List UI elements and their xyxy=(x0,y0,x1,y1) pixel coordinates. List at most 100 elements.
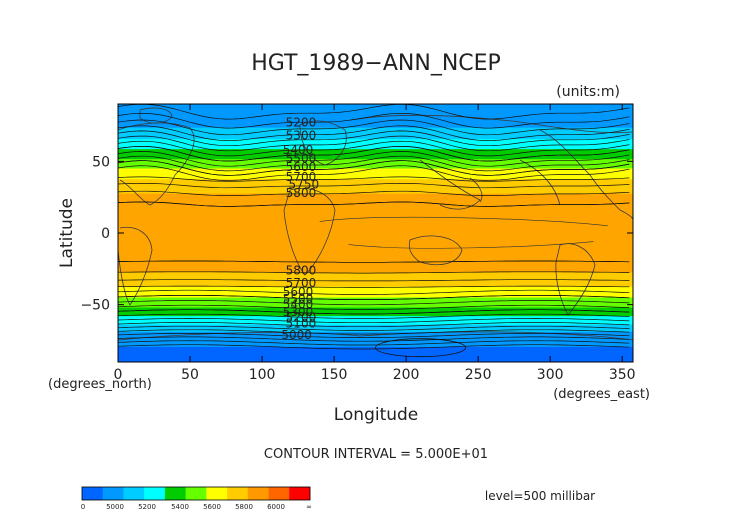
color-band xyxy=(118,221,633,223)
color-band xyxy=(118,171,633,173)
color-band xyxy=(118,286,633,288)
y-unit: (degrees_north) xyxy=(48,377,152,392)
color-band xyxy=(118,319,633,322)
color-band xyxy=(118,308,633,310)
color-band xyxy=(118,159,633,161)
color-band xyxy=(118,124,633,126)
contour-label: 5750 xyxy=(289,177,320,191)
color-band xyxy=(118,154,633,156)
contour-label: 5100 xyxy=(286,316,317,330)
south-america-east-outline xyxy=(555,243,596,316)
contour-line xyxy=(118,182,630,189)
color-band xyxy=(118,160,633,162)
color-band xyxy=(118,173,633,175)
color-band xyxy=(118,263,633,265)
color-band xyxy=(118,229,633,231)
color-band xyxy=(118,252,633,254)
colorbar-swatch xyxy=(206,487,228,500)
color-band xyxy=(118,276,633,278)
color-band xyxy=(118,232,633,234)
color-band xyxy=(118,182,633,185)
color-band xyxy=(118,197,633,200)
x-tick-label: 150 xyxy=(321,367,348,383)
contour-line xyxy=(118,151,630,167)
y-tick-label: 50 xyxy=(92,154,110,170)
color-band xyxy=(118,278,633,281)
color-band xyxy=(118,141,633,144)
color-band xyxy=(118,184,633,186)
color-band xyxy=(118,351,633,354)
color-band xyxy=(118,303,633,305)
contour-line xyxy=(118,304,630,310)
color-band xyxy=(118,257,633,259)
color-band xyxy=(118,139,633,141)
color-band xyxy=(118,267,633,269)
color-band xyxy=(118,306,633,308)
color-band xyxy=(118,253,633,256)
contour-line xyxy=(118,135,630,152)
color-band xyxy=(118,264,633,266)
color-band xyxy=(118,200,633,202)
color-band xyxy=(118,119,633,121)
color-band xyxy=(118,250,633,252)
color-band xyxy=(118,279,633,281)
color-band xyxy=(118,359,633,362)
colorbar-label: 0 xyxy=(81,503,85,511)
color-band xyxy=(118,316,633,318)
contour-line xyxy=(118,112,630,129)
south-america-outline xyxy=(118,226,153,306)
contour-label: 5300 xyxy=(286,129,317,143)
color-band xyxy=(118,195,633,198)
color-band xyxy=(118,284,633,286)
colorbar-label: ∞ xyxy=(306,503,312,511)
color-band xyxy=(118,184,633,187)
color-band xyxy=(118,135,633,137)
color-band xyxy=(118,217,633,220)
color-band xyxy=(118,331,633,334)
color-band xyxy=(118,196,633,198)
color-band xyxy=(118,145,633,147)
contour-line xyxy=(118,300,630,306)
color-band xyxy=(118,237,633,239)
contour-label: 5200 xyxy=(286,116,317,130)
contour-line xyxy=(118,260,630,263)
level-label: level=500 millibar xyxy=(485,489,595,503)
color-band xyxy=(118,201,633,203)
color-band xyxy=(118,311,633,313)
color-band xyxy=(118,124,633,127)
color-band xyxy=(118,341,633,344)
color-band xyxy=(118,186,633,188)
color-band xyxy=(118,292,633,294)
color-band xyxy=(118,259,633,261)
x-tick-label: 350 xyxy=(609,367,636,383)
color-band xyxy=(118,315,633,317)
north-america-outline xyxy=(118,122,195,206)
color-band xyxy=(118,206,633,208)
color-band xyxy=(118,177,633,180)
color-band xyxy=(118,130,633,132)
color-band xyxy=(118,357,633,360)
color-band xyxy=(118,316,633,319)
color-band xyxy=(118,195,633,197)
color-band xyxy=(118,250,633,253)
colorbar-swatch xyxy=(185,487,207,500)
color-band xyxy=(118,215,633,218)
contour-line xyxy=(118,130,630,147)
color-band xyxy=(118,306,633,309)
color-band xyxy=(118,199,633,201)
color-band xyxy=(118,178,633,180)
color-band xyxy=(118,181,633,183)
color-band xyxy=(118,258,633,261)
color-band xyxy=(118,162,633,164)
colorbar: 0 5000 5200 5400 5600 5800 6000 ∞ xyxy=(81,486,312,511)
x-tick-label: 300 xyxy=(537,367,564,383)
contour-line xyxy=(118,190,630,196)
color-band xyxy=(118,187,633,190)
x-unit: (degrees_east) xyxy=(553,387,650,402)
contour-labels: 5200530054005500560057005750580058005700… xyxy=(281,116,319,342)
color-band xyxy=(118,270,633,273)
color-band xyxy=(118,276,633,279)
color-band xyxy=(118,149,633,152)
color-band xyxy=(118,273,633,276)
